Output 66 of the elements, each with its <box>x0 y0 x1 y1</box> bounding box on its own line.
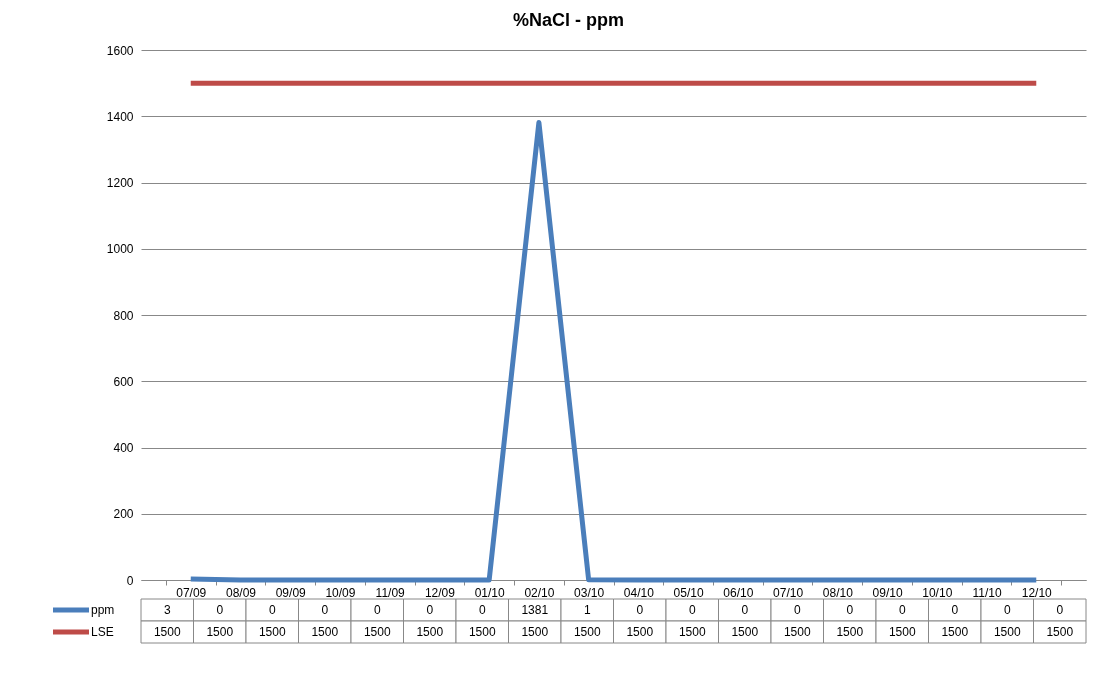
data-label: 0 <box>373 603 381 617</box>
y-tick-label: 0 <box>126 573 134 588</box>
x-tick-label: 07/10 <box>773 585 804 600</box>
x-tick-label: 01/10 <box>474 585 505 600</box>
data-label: 1500 <box>311 625 339 639</box>
x-tick-label: 09/10 <box>872 585 903 600</box>
data-label: 1500 <box>888 625 916 639</box>
data-label: 0 <box>741 603 749 617</box>
data-label: 0 <box>793 603 801 617</box>
data-label: 1500 <box>363 625 391 639</box>
chart-title: %NaCl - ppm <box>512 10 625 30</box>
y-tick-label: 400 <box>113 441 134 455</box>
data-label: 1500 <box>993 625 1021 639</box>
data-label: 0 <box>1056 603 1064 617</box>
data-label: 0 <box>478 603 486 617</box>
x-tick-label: 12/10 <box>1021 585 1053 600</box>
data-label: 0 <box>636 603 644 617</box>
y-tick-label: 800 <box>113 308 134 323</box>
data-label: 1500 <box>678 625 706 639</box>
y-tick-label: 1200 <box>106 176 134 190</box>
data-label: 1500 <box>573 625 601 639</box>
data-label: 1500 <box>731 625 759 639</box>
data-label: 1500 <box>783 625 811 639</box>
x-tick-label: 09/09 <box>275 585 307 600</box>
x-tick-label: 08/09 <box>225 585 257 600</box>
data-label: 0 <box>1003 603 1011 617</box>
data-label: 1500 <box>626 625 654 639</box>
data-label: 0 <box>426 603 434 617</box>
data-label: 1500 <box>206 625 234 639</box>
data-label: 1500 <box>836 625 864 639</box>
data-label: 0 <box>688 603 696 617</box>
y-tick-label: 1400 <box>106 109 134 124</box>
x-tick-label: 07/09 <box>176 585 207 600</box>
data-label: 0 <box>898 603 906 617</box>
data-label: 1500 <box>468 625 496 639</box>
y-tick-label: 1000 <box>106 242 134 257</box>
x-tick-label: 12/09 <box>424 585 456 600</box>
x-tick-label: 04/10 <box>623 585 655 600</box>
y-tick-label: 600 <box>113 374 134 389</box>
x-tick-label: 03/10 <box>574 585 605 600</box>
data-label: 0 <box>268 603 276 617</box>
legend-label: LSE <box>91 625 114 639</box>
data-label: 0 <box>216 603 224 617</box>
data-label: 0 <box>321 603 329 617</box>
x-tick-label: 10/09 <box>325 585 356 600</box>
x-tick-label: 11/10 <box>972 585 1002 600</box>
data-label: 0 <box>951 603 959 617</box>
data-label: 1500 <box>416 625 444 639</box>
data-label: 1500 <box>258 625 286 639</box>
x-tick-label: 11/09 <box>375 585 406 600</box>
data-label: 1 <box>583 603 591 617</box>
y-tick-label: 200 <box>113 507 134 522</box>
y-tick-label: 1600 <box>106 43 134 58</box>
data-label: 1500 <box>153 625 181 639</box>
x-tick-label: 10/10 <box>922 585 953 600</box>
x-tick-label: 08/10 <box>822 585 854 600</box>
data-label: 1381 <box>521 603 549 617</box>
x-tick-label: 02/10 <box>524 585 555 600</box>
data-label: 0 <box>846 603 854 617</box>
legend-label: ppm <box>91 603 115 617</box>
data-label: 1500 <box>1046 625 1074 639</box>
x-tick-label: 05/10 <box>673 585 704 600</box>
x-tick-label: 06/10 <box>723 585 754 600</box>
data-label: 1500 <box>521 625 549 639</box>
data-label: 1500 <box>941 625 969 639</box>
data-label: 3 <box>163 603 171 617</box>
